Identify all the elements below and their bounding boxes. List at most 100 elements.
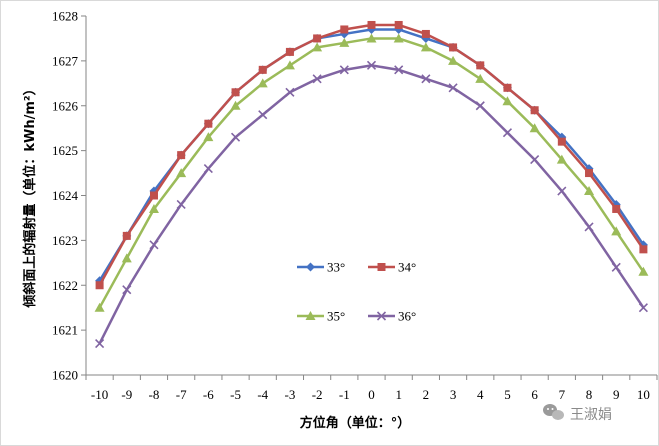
data-point	[639, 245, 648, 254]
y-axis-title: 倾斜面上的辐射量（单位：kWh/m²）	[22, 82, 38, 308]
data-point	[366, 60, 377, 70]
data-point	[258, 65, 267, 74]
data-point	[122, 231, 131, 240]
watermark-text: 王淑娟	[570, 407, 612, 423]
x-tick-label: 9	[613, 387, 620, 402]
x-tick-label: 4	[477, 387, 484, 402]
x-tick-label: 7	[559, 387, 566, 402]
y-tick-labels: 1620 1621 1622 1623 1624 1625 1626 1627 1628	[52, 9, 79, 383]
y-tick-label: 1623	[52, 233, 78, 248]
data-point	[121, 253, 132, 263]
data-point	[95, 281, 104, 290]
x-tick-label: 1	[395, 387, 402, 402]
legend-label: 35°	[327, 309, 345, 324]
y-tick-label: 1626	[52, 98, 79, 113]
data-point	[149, 240, 159, 250]
x-tick-label: -6	[203, 387, 214, 402]
y-tick-label: 1621	[52, 323, 78, 338]
data-point	[611, 226, 622, 236]
series-layer	[94, 20, 649, 349]
data-point	[421, 29, 430, 38]
legend-swatch-marker	[376, 311, 387, 321]
x-tick-label: -7	[176, 387, 187, 402]
data-point	[230, 100, 241, 110]
legend-item: 36°	[368, 309, 416, 324]
data-point	[367, 20, 376, 29]
series-4	[95, 60, 648, 349]
data-point	[203, 132, 214, 142]
data-point	[176, 168, 187, 178]
x-tick-label: -4	[257, 387, 268, 402]
legend-item: 34°	[368, 260, 416, 275]
data-point	[611, 262, 621, 272]
data-point	[285, 47, 294, 56]
data-point	[475, 73, 486, 83]
data-point	[448, 83, 458, 93]
data-point	[475, 101, 485, 111]
data-point	[530, 106, 539, 115]
data-point	[149, 191, 158, 200]
x-tick-label: -5	[230, 387, 241, 402]
series-2	[95, 20, 648, 290]
x-tick-label: 5	[504, 387, 511, 402]
data-point	[502, 128, 513, 138]
data-point	[585, 169, 594, 178]
x-tick-label: -1	[339, 387, 350, 402]
data-point	[557, 186, 567, 196]
data-point	[420, 42, 431, 52]
data-point	[529, 123, 540, 133]
data-point	[449, 43, 458, 52]
legend-label: 33°	[327, 260, 345, 275]
data-point	[448, 55, 459, 65]
data-point	[312, 42, 323, 52]
wechat-icon	[543, 404, 564, 420]
x-tick-label: 0	[368, 387, 375, 402]
data-point	[284, 60, 295, 70]
data-point	[638, 303, 648, 313]
axes	[81, 15, 658, 380]
data-point	[339, 37, 350, 47]
data-point	[230, 132, 241, 142]
data-point	[340, 25, 349, 34]
y-tick-label: 1628	[52, 9, 78, 24]
data-point	[122, 285, 132, 295]
x-tick-label: 10	[637, 387, 650, 402]
y-tick-label: 1622	[52, 278, 78, 293]
data-point	[394, 65, 404, 75]
legend-label: 34°	[398, 260, 416, 275]
legend-item: 33°	[297, 260, 345, 275]
data-point	[476, 61, 485, 70]
x-tick-label: -8	[149, 387, 160, 402]
data-point	[366, 33, 377, 43]
y-tick-label: 1620	[52, 368, 78, 383]
x-tick-label: 8	[586, 387, 593, 402]
y-tick-label: 1627	[52, 53, 79, 68]
data-point	[421, 74, 431, 84]
x-axis-title: 方位角（单位：°）	[300, 415, 411, 431]
data-point	[393, 33, 404, 43]
legend-swatch-marker	[377, 263, 386, 271]
legend-item: 35°	[297, 309, 345, 324]
data-point	[612, 204, 621, 213]
data-point	[584, 186, 595, 196]
data-point	[394, 20, 403, 29]
data-point	[176, 199, 186, 210]
data-point	[557, 137, 566, 146]
data-point	[312, 74, 322, 84]
data-point	[313, 34, 322, 43]
data-point	[204, 119, 213, 128]
legend-swatch-marker	[306, 262, 315, 272]
data-point	[203, 164, 213, 174]
legend-label: 36°	[398, 309, 416, 324]
y-tick-label: 1625	[52, 143, 78, 158]
legend-swatch-marker	[305, 311, 316, 320]
data-point	[502, 96, 513, 106]
data-point	[257, 78, 268, 88]
data-point	[503, 83, 512, 92]
data-point	[584, 222, 594, 232]
x-tick-label: -9	[121, 387, 132, 402]
x-tick-label: 6	[531, 387, 538, 402]
series-3	[94, 33, 649, 312]
